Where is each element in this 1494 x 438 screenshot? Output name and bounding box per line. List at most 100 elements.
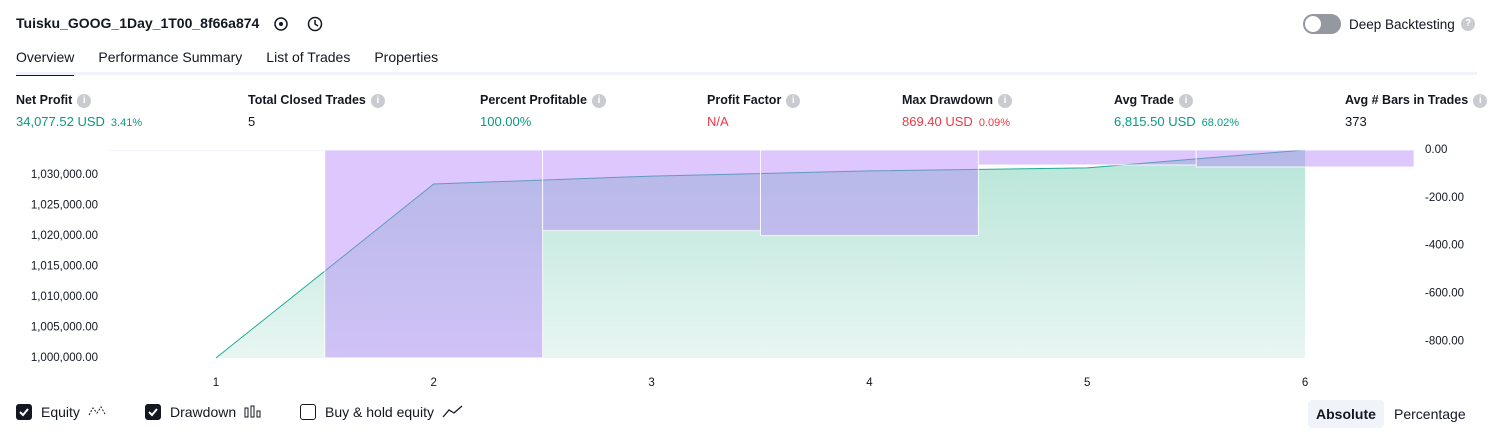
- x-tick-label: 4: [866, 377, 873, 389]
- stat: Percent Profitable i 100.00%: [480, 93, 606, 129]
- stat-value-row: N/A: [707, 114, 800, 129]
- stat-label-text: Profit Factor: [707, 93, 782, 107]
- x-tick-label: 2: [431, 377, 437, 389]
- stat: Net Profit i 34,077.52 USD 3.41%: [16, 93, 142, 129]
- help-icon[interactable]: ?: [1461, 17, 1475, 31]
- drawdown-bar: [977, 149, 1197, 166]
- tab[interactable]: List of Trades: [266, 49, 351, 65]
- drawdown-bar: [542, 149, 761, 232]
- checkbox[interactable]: [300, 404, 316, 420]
- icon: [88, 406, 106, 416]
- y-tick-label: 1,020,000.00: [31, 230, 98, 242]
- x-tick-label: 1: [213, 377, 219, 389]
- stat-value-row: 869.40 USD 0.09%: [902, 114, 1012, 129]
- y2-tick-label: -600.00: [1425, 287, 1464, 299]
- stat-extra: 3.41%: [110, 117, 143, 129]
- stat-label-text: Avg # Bars in Trades: [1345, 93, 1469, 107]
- toggle-label: Deep Backtesting: [1349, 17, 1455, 32]
- option-icon: [442, 405, 464, 419]
- y2-tick-label: 0.00: [1425, 144, 1447, 156]
- tab-separator: [16, 72, 1477, 75]
- chart: 1,000,000.00 1,005,000.00 1,010,000.00 1,01…: [31, 144, 1464, 389]
- stat-value-row: 100.00%: [480, 114, 606, 129]
- stat-value-row: 5: [248, 114, 385, 129]
- stat-label: Avg Trade i: [1114, 93, 1239, 111]
- stat: Profit Factor i N/A: [707, 93, 801, 129]
- y-tick-label: 1,015,000.00: [31, 260, 98, 272]
- stat-value-row: 373: [1345, 114, 1487, 129]
- checkbox[interactable]: [145, 404, 161, 420]
- icon: [244, 405, 261, 418]
- stat-label: Profit Factor i: [707, 93, 801, 111]
- mode-button[interactable]: Absolute: [1308, 400, 1384, 428]
- y-tick-label: 1,030,000.00: [31, 169, 98, 181]
- mode-button[interactable]: Percentage: [1394, 406, 1466, 422]
- option[interactable]: Equity: [16, 404, 110, 420]
- stat-label-text: Max Drawdown: [902, 93, 993, 107]
- stat-label: Avg # Bars in Trades i: [1345, 93, 1488, 111]
- strategy-title: Tuisku_GOOG_1Day_1T00_8f66a874: [16, 15, 260, 31]
- info-icon[interactable]: i: [998, 93, 1012, 108]
- stat-value-row: 6,815.50 USD 68.02%: [1114, 114, 1239, 129]
- y2-tick-label: -800.00: [1425, 335, 1464, 347]
- option[interactable]: Buy & hold equity: [300, 404, 464, 420]
- stat-value-row: 34,077.52 USD 3.41%: [16, 114, 142, 129]
- info-icon[interactable]: i: [591, 93, 606, 108]
- tab[interactable]: Performance Summary: [98, 49, 243, 65]
- stat-label-text: Net Profit: [16, 93, 73, 107]
- option-label: Drawdown: [170, 404, 237, 420]
- stat-label: Total Closed Trades i: [248, 93, 385, 111]
- x-tick-label: 6: [1302, 377, 1308, 389]
- tab[interactable]: Properties: [374, 49, 439, 65]
- y-tick-label: 1,010,000.00: [31, 291, 98, 303]
- info-icon[interactable]: i: [1178, 93, 1193, 108]
- icon: [442, 405, 463, 418]
- drawdown-bar: [106, 149, 326, 152]
- stat-value: 869.40 USD: [902, 114, 973, 129]
- drawdown-bar: [324, 149, 544, 359]
- tabs: Overview Performance Summary List of Trade…: [16, 49, 462, 76]
- check: [19, 408, 29, 417]
- stat-label-text: Percent Profitable: [480, 93, 587, 107]
- stat-value: 34,077.52 USD: [16, 114, 105, 129]
- x-tick-label: 3: [648, 377, 654, 389]
- stat-value: 5: [248, 114, 256, 129]
- y2-tick-label: -200.00: [1425, 192, 1464, 204]
- check: [148, 408, 158, 417]
- stat: Total Closed Trades i 5: [248, 93, 385, 129]
- y-tick-label: 1,025,000.00: [31, 199, 98, 211]
- checkbox[interactable]: [16, 404, 32, 420]
- option-label: Buy & hold equity: [325, 404, 434, 420]
- y2-tick-label: -400.00: [1425, 240, 1464, 252]
- stat-label: Percent Profitable i: [480, 93, 606, 111]
- drawdown-bar: [760, 149, 979, 236]
- equity-area: [215, 150, 1306, 358]
- stat: Avg Trade i 6,815.50 USD 68.02%: [1114, 93, 1239, 129]
- option-label: Equity: [41, 404, 80, 420]
- y-tick-label: 1,000,000.00: [31, 352, 98, 364]
- option-icon: [244, 405, 266, 419]
- stat-value: 373: [1345, 114, 1367, 129]
- drawdown-bar: [1195, 149, 1415, 168]
- title-icons[interactable]: [272, 14, 332, 34]
- stat: Max Drawdown i 869.40 USD 0.09%: [902, 93, 1012, 129]
- stat-extra: 0.09%: [978, 117, 1011, 129]
- info-icon[interactable]: i: [1473, 93, 1488, 108]
- stat-label: Max Drawdown i: [902, 93, 1012, 111]
- x-tick-label: 5: [1084, 377, 1090, 389]
- stat-label-text: Total Closed Trades: [248, 93, 366, 107]
- y-tick-label: 1,005,000.00: [31, 322, 98, 334]
- info-icon[interactable]: i: [370, 93, 385, 108]
- stat-value: 100.00%: [480, 114, 532, 129]
- stat-label-text: Avg Trade: [1114, 93, 1174, 107]
- stat-value: N/A: [707, 114, 729, 129]
- stat-value: 6,815.50 USD: [1114, 114, 1196, 129]
- option[interactable]: Drawdown: [145, 404, 266, 420]
- stat-label: Net Profit i: [16, 93, 142, 111]
- option-icon: [88, 405, 110, 419]
- deep-backtesting-toggle[interactable]: [1303, 14, 1341, 34]
- stat-extra: 68.02%: [1201, 117, 1239, 129]
- info-icon[interactable]: i: [77, 93, 92, 108]
- info-icon[interactable]: i: [786, 93, 801, 108]
